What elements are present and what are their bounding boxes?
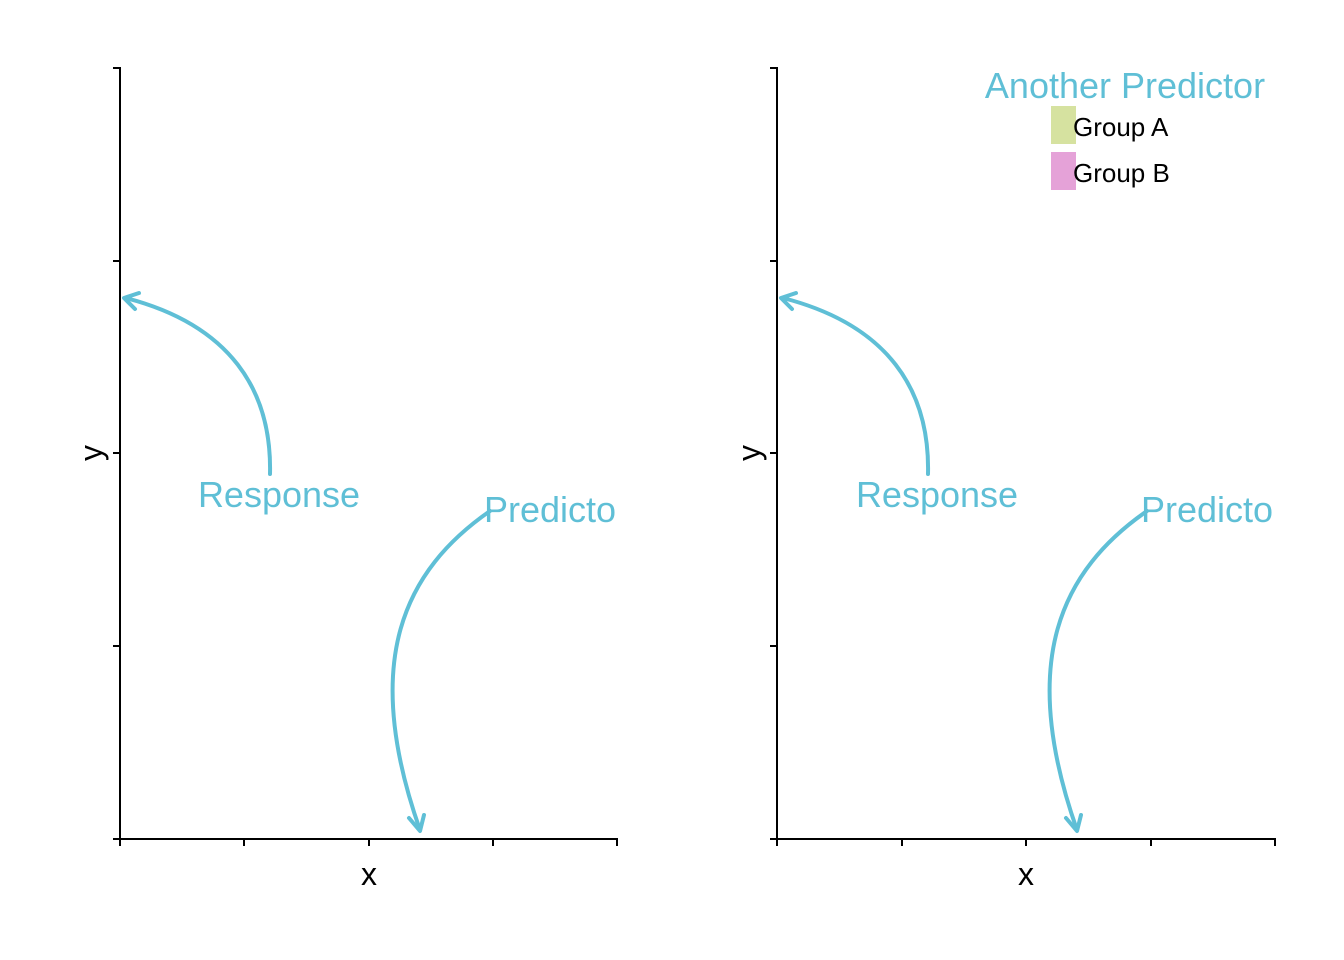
- response-annotation: Response: [779, 291, 1018, 515]
- legend-swatch-group-b: [1051, 152, 1076, 190]
- x-axis-ticks: [119, 839, 618, 846]
- response-arrowhead: [779, 291, 798, 311]
- legend-title: Another Predictor: [985, 65, 1265, 106]
- x-axis-title: x: [1018, 856, 1034, 892]
- response-annotation: Response: [122, 291, 360, 515]
- response-arrowhead: [122, 291, 141, 311]
- legend-swatch-group-a: [1051, 106, 1076, 144]
- legend-label-group-b: Group B: [1073, 158, 1170, 188]
- response-label: Response: [198, 474, 360, 515]
- response-label: Response: [856, 474, 1018, 515]
- predictor-label: Predicto: [1141, 489, 1273, 530]
- y-axis-title: y: [73, 445, 109, 461]
- predictor-arrowhead: [407, 813, 426, 833]
- predictor-arrowhead: [1064, 813, 1083, 833]
- y-axis-ticks: [113, 67, 120, 840]
- predictor-annotation: Predicto: [390, 489, 616, 833]
- predictor-arrow: [390, 509, 492, 832]
- x-axis-ticks: [776, 839, 1276, 846]
- y-axis-title: y: [731, 445, 767, 461]
- response-arrow: [124, 296, 273, 476]
- response-arrow: [781, 296, 931, 476]
- legend-label-group-a: Group A: [1073, 112, 1169, 142]
- panel-right: x y Response Predicto Another Predictor …: [731, 65, 1276, 892]
- legend: Another Predictor Group A Group B: [985, 65, 1265, 190]
- predictor-arrow: [1047, 509, 1149, 832]
- predictor-annotation: Predicto: [1047, 489, 1273, 833]
- x-axis-title: x: [361, 856, 377, 892]
- panel-left: x y Response Predicto: [73, 67, 618, 892]
- y-axis-ticks: [770, 67, 777, 840]
- predictor-label: Predicto: [484, 489, 616, 530]
